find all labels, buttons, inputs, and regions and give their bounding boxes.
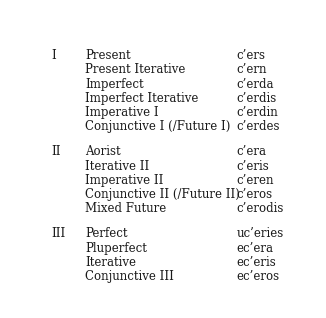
Text: Conjunctive I (/Future I): Conjunctive I (/Future I) [85,120,230,133]
Text: Conjunctive II (/Future II): Conjunctive II (/Future II) [85,188,240,201]
Text: II: II [51,145,60,158]
Text: Present: Present [85,49,131,62]
Text: Imperative I: Imperative I [85,106,158,119]
Text: c’erda: c’erda [237,78,274,91]
Text: ec’era: ec’era [237,242,274,255]
Text: c’eris: c’eris [237,160,269,173]
Text: Present Iterative: Present Iterative [85,63,185,76]
Text: Imperfect: Imperfect [85,78,143,91]
Text: Imperfect Iterative: Imperfect Iterative [85,92,198,105]
Text: c’erdes: c’erdes [237,120,280,133]
Text: c’ern: c’ern [237,63,267,76]
Text: c’ers: c’ers [237,49,266,62]
Text: c’eros: c’eros [237,188,273,201]
Text: c’erdin: c’erdin [237,106,278,119]
Text: III: III [51,227,65,240]
Text: Pluperfect: Pluperfect [85,242,147,255]
Text: Perfect: Perfect [85,227,127,240]
Text: Iterative: Iterative [85,256,136,269]
Text: Mixed Future: Mixed Future [85,202,166,215]
Text: ec’eris: ec’eris [237,256,276,269]
Text: ec’eros: ec’eros [237,270,280,283]
Text: uc’eries: uc’eries [237,227,284,240]
Text: Iterative II: Iterative II [85,160,149,173]
Text: c’era: c’era [237,145,267,158]
Text: c’eren: c’eren [237,174,274,187]
Text: Conjunctive III: Conjunctive III [85,270,174,283]
Text: c’erodis: c’erodis [237,202,284,215]
Text: I: I [51,49,56,62]
Text: c’erdis: c’erdis [237,92,277,105]
Text: Imperative II: Imperative II [85,174,163,187]
Text: Aorist: Aorist [85,145,121,158]
